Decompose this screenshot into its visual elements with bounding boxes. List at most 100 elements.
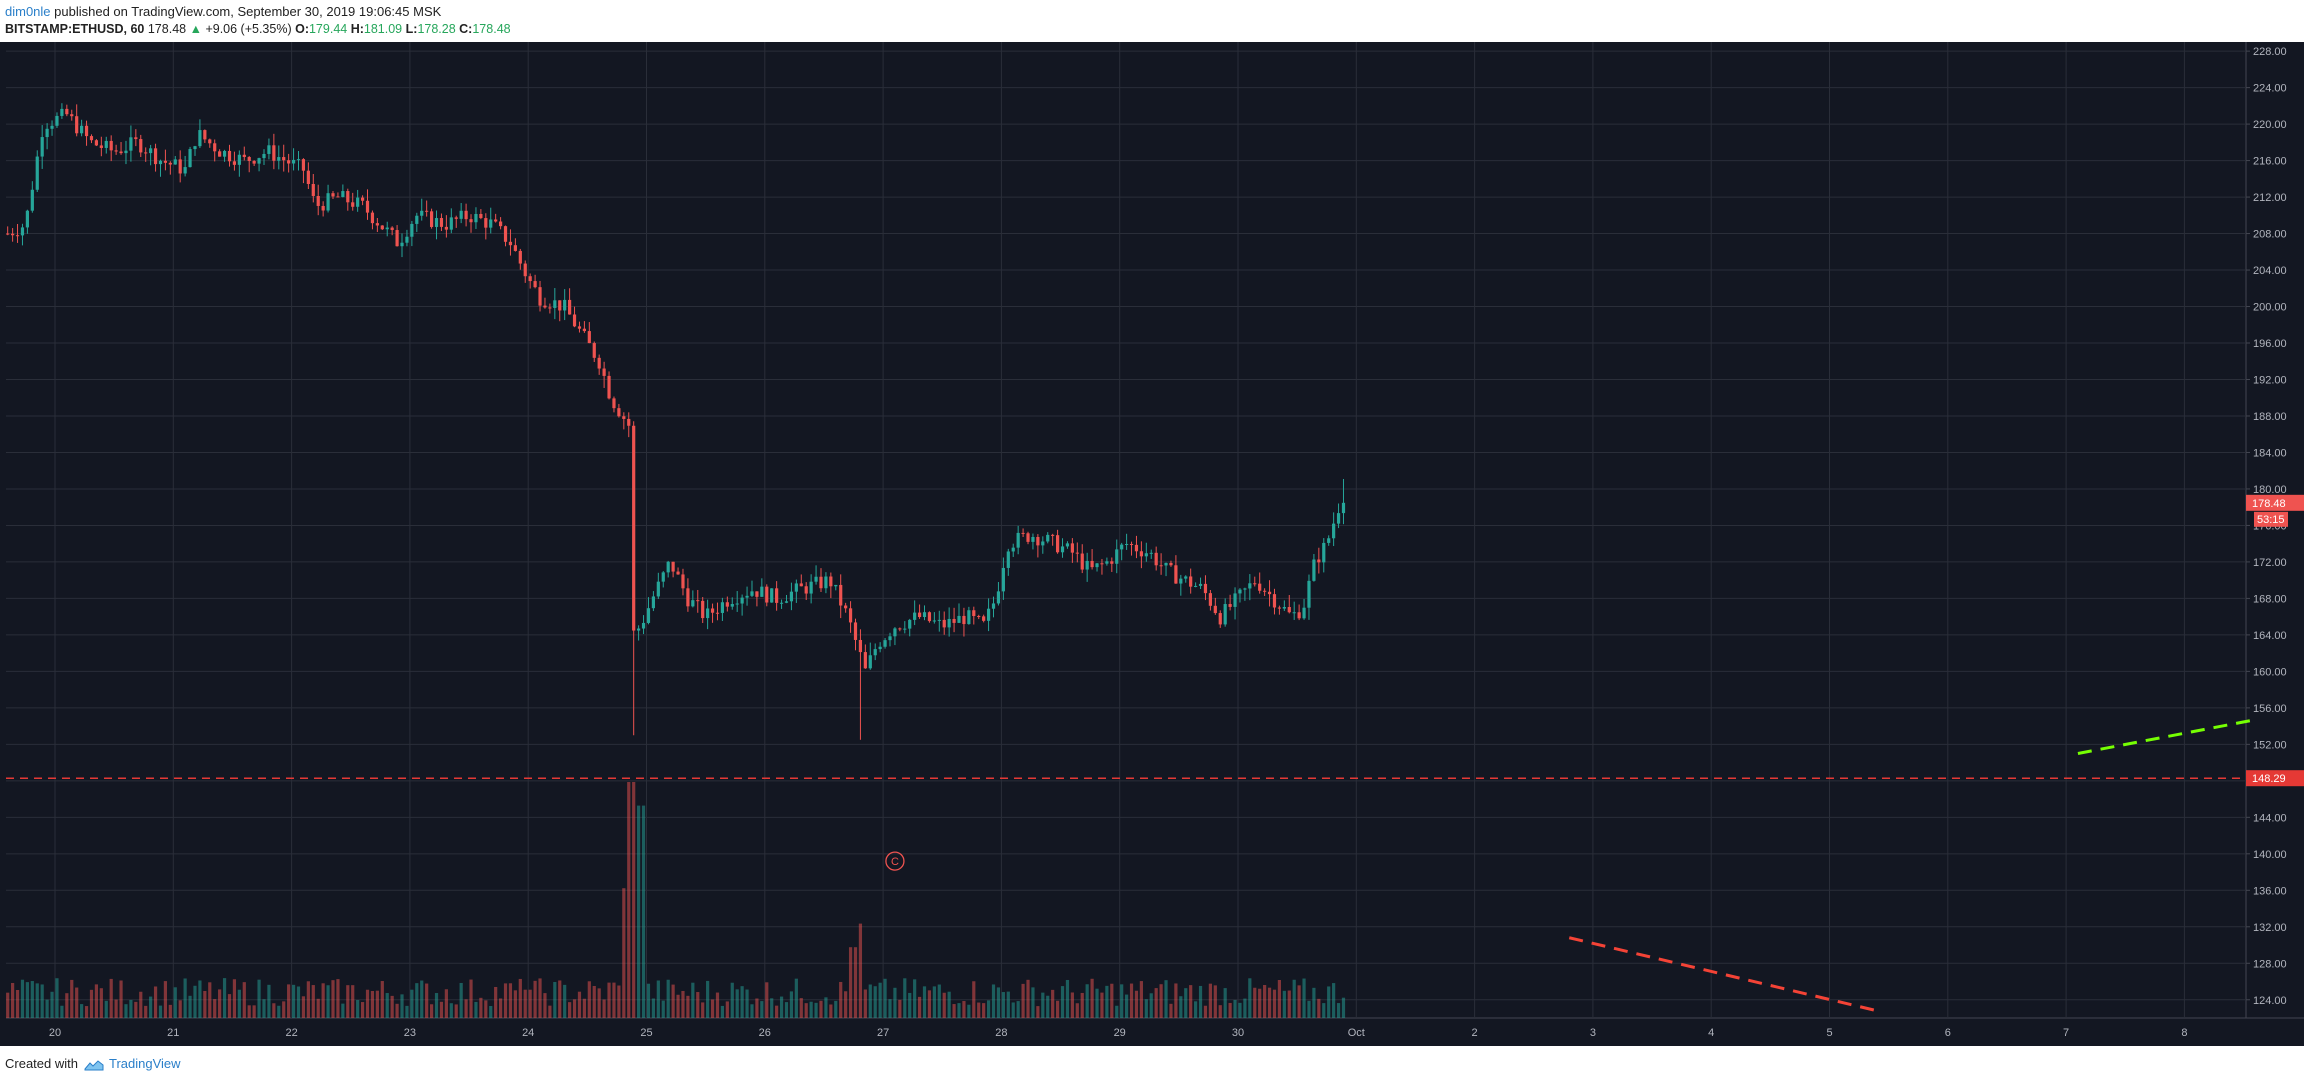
candle-body <box>972 610 976 617</box>
candle-body <box>809 581 813 594</box>
candle-body <box>109 140 113 151</box>
countdown-label: 53:15 <box>2257 514 2285 526</box>
volume-bar <box>725 1001 729 1018</box>
volume-bar <box>972 981 976 1018</box>
volume-bar <box>809 1001 813 1018</box>
candle-body <box>656 581 660 597</box>
volume-bar <box>661 1000 665 1018</box>
candle-body <box>844 605 848 609</box>
volume-bar <box>873 986 877 1018</box>
candle-body <box>1248 583 1252 589</box>
volume-bar <box>129 999 133 1018</box>
candle-body <box>1134 544 1139 552</box>
candle-body <box>503 226 508 242</box>
candle-body <box>1174 565 1178 584</box>
volume-bar <box>1248 978 1252 1018</box>
volume-bar <box>1110 983 1114 1018</box>
candle-body <box>1179 578 1183 584</box>
volume-bar <box>612 982 616 1018</box>
volume-bar <box>1189 985 1193 1018</box>
volume-bar <box>1154 988 1158 1018</box>
volume-bar <box>474 1001 478 1018</box>
volume-bar <box>730 982 734 1018</box>
candle-body <box>646 608 651 623</box>
volume-bar <box>1243 998 1247 1018</box>
volume-bar <box>858 923 863 1018</box>
volume-bar <box>1287 990 1291 1018</box>
candle-body <box>893 628 897 637</box>
author-link[interactable]: dim0nle <box>5 4 51 19</box>
volume-bar <box>316 998 320 1018</box>
volume-bar <box>839 981 843 1018</box>
candle-body <box>425 210 429 212</box>
candle-body <box>725 602 729 607</box>
candle-body <box>1312 559 1316 581</box>
candle-body <box>346 191 350 203</box>
volume-bar <box>1208 983 1212 1018</box>
candle-body <box>932 620 936 622</box>
x-tick-label: 29 <box>1114 1027 1126 1039</box>
volume-bar <box>1046 995 1050 1018</box>
candle-body <box>627 418 631 426</box>
volume-bar <box>1159 984 1163 1018</box>
candle-body <box>1021 532 1025 534</box>
candle-body <box>1341 502 1346 514</box>
volume-bar <box>996 987 1001 1018</box>
price-chart[interactable]: 228.00 224.00 220.00 216.00 212.00 208.00 204.… <box>0 42 2304 1046</box>
candle-body <box>439 218 444 227</box>
volume-bar <box>922 986 927 1018</box>
volume-bar <box>321 983 325 1018</box>
volume-bar <box>913 979 917 1018</box>
ohlc-line: BITSTAMP:ETHUSD, 60 178.48 ▲ +9.06 (+5.3… <box>5 22 511 36</box>
volume-bar <box>1129 983 1134 1018</box>
y-tick-label: 160.00 <box>2253 666 2287 678</box>
candle-body <box>878 646 882 650</box>
y-tick-label: 212.00 <box>2253 192 2287 204</box>
candle-body <box>553 300 557 308</box>
candle-body <box>1263 590 1267 592</box>
volume-bar <box>227 994 232 1018</box>
volume-bar <box>1105 985 1109 1018</box>
candle-body <box>444 226 448 230</box>
volume-bar <box>208 982 212 1018</box>
volume-bar <box>469 979 473 1018</box>
candle-body <box>405 236 409 243</box>
volume-bar <box>1332 983 1336 1018</box>
candle-body <box>282 157 286 161</box>
volume-bar <box>1090 978 1094 1018</box>
x-tick-label: 30 <box>1232 1027 1244 1039</box>
volume-bar <box>1341 997 1346 1018</box>
volume-bar <box>627 782 631 1018</box>
volume-bar <box>528 989 532 1018</box>
candle-body <box>824 576 828 589</box>
volume-bar <box>459 982 463 1018</box>
volume-bar <box>706 980 710 1018</box>
candle-body <box>70 114 74 117</box>
candle-body <box>321 205 325 211</box>
candle-body <box>11 233 15 236</box>
volume-bar <box>380 981 384 1018</box>
volume-bar <box>365 989 370 1018</box>
candle-body <box>927 612 932 622</box>
volume-bar <box>40 984 44 1018</box>
candle-body <box>760 586 764 597</box>
volume-bar <box>893 987 897 1018</box>
candle-body <box>1100 563 1104 565</box>
candle-body <box>913 612 917 620</box>
volume-bar <box>494 986 498 1018</box>
open-label: O: <box>295 22 309 36</box>
candle-body <box>65 108 69 115</box>
volume-bar <box>1115 1005 1119 1018</box>
tradingview-brand-link[interactable]: TradingView <box>109 1056 181 1071</box>
low-label: L: <box>405 22 418 36</box>
volume-bar <box>533 980 537 1018</box>
chart-header: dim0nle published on TradingView.com, Se… <box>0 0 2304 42</box>
volume-bar <box>513 990 517 1018</box>
volume-bar <box>637 805 641 1018</box>
candle-body <box>996 591 1001 604</box>
volume-bar <box>193 985 197 1018</box>
candle-body <box>459 210 463 219</box>
volume-bar <box>1272 989 1277 1018</box>
candle-body <box>681 574 685 589</box>
volume-bar <box>784 1002 789 1018</box>
